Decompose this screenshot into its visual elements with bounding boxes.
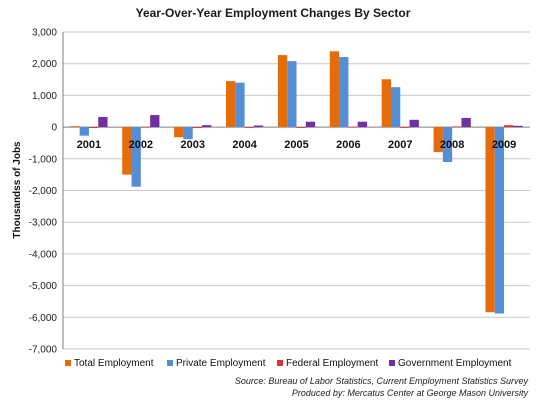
y-tick-label: -7,000 — [29, 345, 58, 356]
bar-private-employment-2006 — [339, 57, 349, 128]
legend-swatch — [277, 360, 283, 366]
bar-government-employment-2008 — [461, 117, 471, 128]
y-tick-label: 2,000 — [32, 59, 57, 70]
legend-label: Total Employment — [74, 358, 154, 369]
category-label-2004: 2004 — [232, 139, 257, 151]
bar-private-employment-2005 — [287, 61, 297, 128]
bar-total-employment-2003 — [174, 127, 184, 138]
source-line-1: Source: Bureau of Labor Statistics, Curr… — [235, 376, 529, 386]
y-tick-label: -4,000 — [29, 249, 58, 260]
legend-label: Federal Employment — [286, 358, 378, 369]
category-label-2003: 2003 — [180, 139, 204, 151]
bar-private-employment-2008 — [442, 127, 453, 162]
bar-private-employment-2007 — [390, 87, 401, 128]
bar-federal-employment-2006 — [348, 126, 358, 128]
bar-total-employment-2005 — [277, 55, 288, 128]
y-tick-label: -1,000 — [29, 154, 58, 165]
category-label-2008: 2008 — [440, 139, 464, 151]
y-tick-label: 0 — [51, 123, 57, 134]
bar-government-employment-2007 — [409, 119, 419, 128]
bar-government-employment-2004 — [253, 125, 264, 128]
category-label-2009: 2009 — [492, 139, 516, 151]
category-labels: 2001 2002 2003 2004 2005 2006 2007 2008 2009 — [77, 139, 517, 151]
legend-swatch — [167, 360, 173, 366]
bar-total-employment-2006 — [329, 51, 340, 128]
bar-government-employment-2002 — [150, 115, 160, 128]
bar-federal-employment-2003 — [192, 127, 203, 129]
bar-private-employment-2009 — [494, 127, 505, 314]
bar-federal-employment-2002 — [140, 126, 151, 128]
y-tick-labels: 3,000 2,000 1,000 0 -1,000 -2,000 -3,000 -4,000… — [29, 28, 58, 356]
bar-federal-employment-2009 — [504, 125, 514, 128]
bar-federal-employment-2004 — [244, 127, 254, 128]
bar-private-employment-2003 — [183, 127, 193, 140]
y-tick-label: -5,000 — [29, 281, 58, 292]
bar-total-employment-2002 — [122, 127, 132, 175]
y-tick-label: -6,000 — [29, 313, 58, 324]
category-label-2005: 2005 — [284, 139, 308, 151]
category-label-2007: 2007 — [388, 139, 412, 151]
y-tick-label: -3,000 — [29, 218, 58, 229]
bar-federal-employment-2008 — [452, 126, 462, 128]
source-line-2: Produced by: Mercatus Center at George M… — [292, 388, 529, 398]
bar-federal-employment-2007 — [400, 127, 410, 128]
bar-total-employment-2001 — [70, 126, 80, 128]
category-label-2006: 2006 — [336, 139, 360, 151]
bar-total-employment-2009 — [485, 127, 495, 313]
bar-private-employment-2001 — [79, 127, 89, 136]
legend: Total Employment Private Employment Federa… — [65, 358, 512, 369]
legend-label: Government Employment — [398, 358, 512, 369]
bar-total-employment-2007 — [381, 79, 391, 128]
bar-private-employment-2002 — [131, 127, 141, 187]
legend-swatch — [65, 360, 71, 366]
bar-government-employment-2003 — [202, 125, 212, 128]
bar-government-employment-2009 — [513, 125, 523, 128]
bar-private-employment-2004 — [235, 82, 245, 128]
y-tick-label: 1,000 — [32, 91, 57, 102]
y-axis-label: Thousandss of Jobs — [12, 141, 23, 239]
bar-federal-employment-2001 — [88, 127, 99, 129]
legend-label: Private Employment — [176, 358, 266, 369]
category-label-2002: 2002 — [129, 139, 153, 151]
gridlines — [62, 31, 530, 350]
bar-total-employment-2004 — [226, 81, 236, 128]
bar-total-employment-2008 — [433, 127, 443, 153]
category-label-2001: 2001 — [77, 139, 101, 151]
chart-title: Year-Over-Year Employment Changes By Sec… — [136, 6, 411, 20]
bar-government-employment-2005 — [305, 121, 316, 128]
bar-government-employment-2001 — [98, 116, 108, 128]
bar-federal-employment-2005 — [296, 127, 306, 128]
y-tick-label: 3,000 — [32, 28, 57, 39]
bars — [70, 51, 523, 314]
legend-swatch — [389, 360, 395, 366]
bar-government-employment-2006 — [357, 121, 367, 128]
y-tick-label: -2,000 — [29, 186, 58, 197]
